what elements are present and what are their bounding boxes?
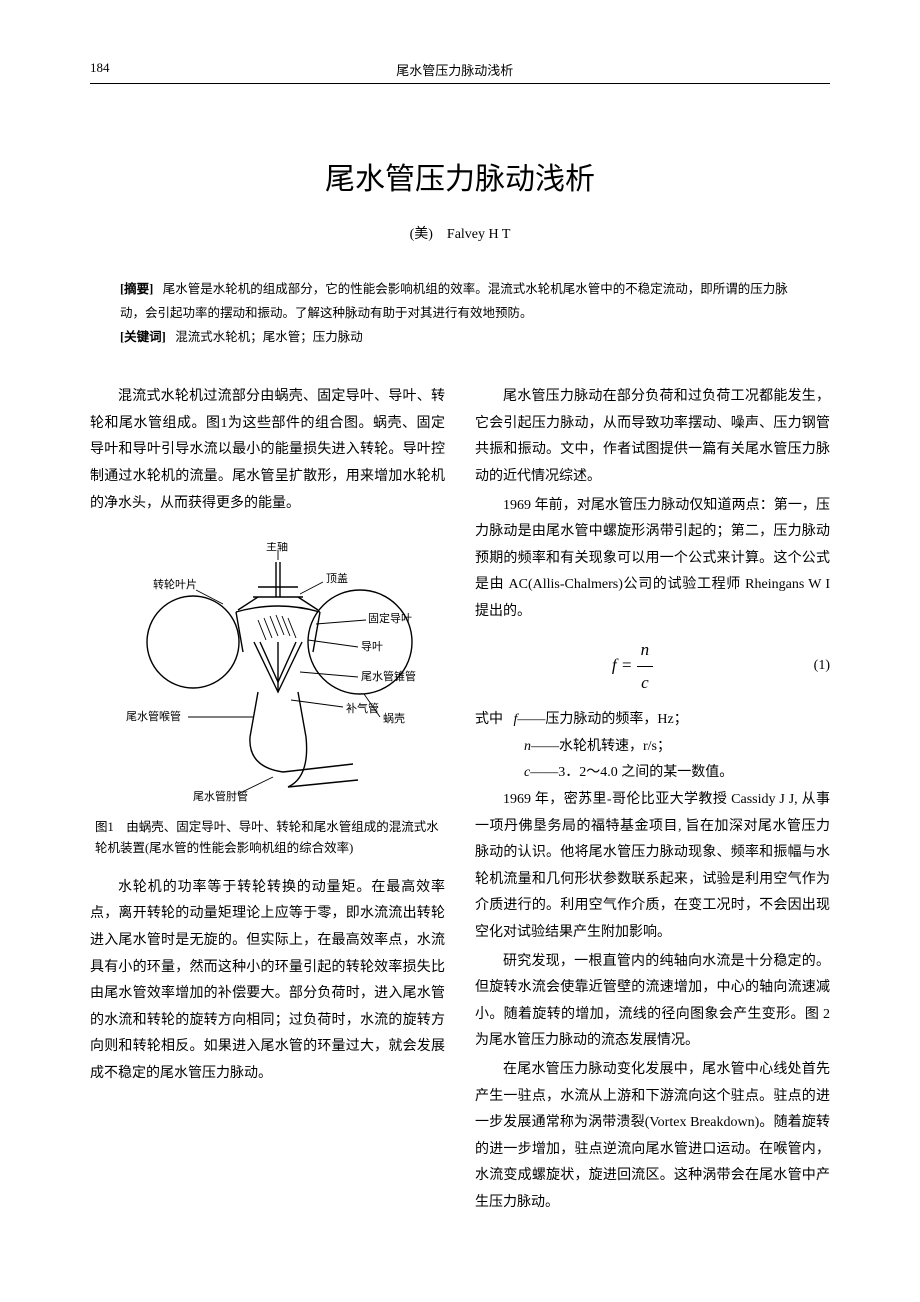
keywords-row: [关键词] 混流式水轮机；尾水管；压力脉动 xyxy=(120,326,800,350)
author-line: (美) Falvey H T xyxy=(90,223,830,243)
lbl-main-shaft: 主轴 xyxy=(266,542,288,553)
lbl-guide-vane: 导叶 xyxy=(361,640,383,653)
running-title: 尾水管压力脉动浅析 xyxy=(396,60,513,79)
lbl-stay-vane: 固定导叶 xyxy=(368,611,412,625)
author-name: Falvey H T xyxy=(447,227,511,242)
author-country: (美) xyxy=(410,227,433,242)
right-p4: 研究发现，一根直管内的纯轴向水流是十分稳定的。但旋转水流会使靠近管壁的流速增加，… xyxy=(475,949,830,1055)
lbl-spiral-case: 蜗壳 xyxy=(383,711,405,725)
keywords-text: 混流式水轮机；尾水管；压力脉动 xyxy=(175,330,363,344)
running-header: 184 尾水管压力脉动浅析 xyxy=(90,60,830,84)
right-p3: 1969 年，密苏里-哥伦比亚大学教授 Cassidy J J, 从事一项丹佛垦… xyxy=(475,787,830,947)
lbl-elbow: 尾水管肘管 xyxy=(193,789,248,802)
def-n: n——水轮机转速，r/s； xyxy=(475,734,830,761)
right-p5: 在尾水管压力脉动变化发展中，尾水管中心线处首先产生一驻点，水流从上游和下游流向这… xyxy=(475,1057,830,1217)
eq-den: c xyxy=(637,667,654,699)
abstract-text: 尾水管是水轮机的组成部分，它的性能会影响机组的效率。混流式水轮机尾水管中的不稳定… xyxy=(120,282,788,320)
eq-num: n xyxy=(637,634,654,667)
left-p1: 混流式水轮机过流部分由蜗壳、固定导叶、导叶、转轮和尾水管组成。图1为这些部件的组… xyxy=(90,384,445,517)
eq-fraction: n c xyxy=(637,634,654,700)
abstract-label: [摘要] xyxy=(120,282,153,296)
eq-lhs: f xyxy=(612,655,617,674)
turbine-diagram: 主轴 转轮叶片 顶盖 固定导叶 导叶 尾水管锥管 补气管 蜗壳 尾水管喉管 尾水… xyxy=(108,542,428,802)
keywords-label: [关键词] xyxy=(120,330,166,344)
lbl-cone: 尾水管锥管 xyxy=(361,669,416,683)
figure-1-caption: 图1 由蜗壳、固定导叶、导叶、转轮和尾水管组成的混流式水轮机装置(尾水管的性能会… xyxy=(90,817,445,860)
abstract-row: [摘要] 尾水管是水轮机的组成部分，它的性能会影响机组的效率。混流式水轮机尾水管… xyxy=(120,278,800,326)
left-column: 混流式水轮机过流部分由蜗壳、固定导叶、导叶、转轮和尾水管组成。图1为这些部件的组… xyxy=(90,384,445,1218)
right-p2: 1969 年前，对尾水管压力脉动仅知道两点：第一，压力脉动是由尾水管中螺旋形涡带… xyxy=(475,493,830,626)
equation-1-body: f = n c xyxy=(475,634,790,700)
variable-definitions: 式中 f——压力脉动的频率，Hz； n——水轮机转速，r/s； c——3．2～4… xyxy=(475,707,830,787)
equation-1: f = n c (1) xyxy=(475,634,830,700)
lbl-runner-blade: 转轮叶片 xyxy=(153,577,197,591)
page-number: 184 xyxy=(90,60,110,79)
right-p1: 尾水管压力脉动在部分负荷和过负荷工况都能发生，它会引起压力脉动，从而导致功率摆动… xyxy=(475,384,830,490)
def-intro: 式中 f——压力脉动的频率，Hz； xyxy=(475,707,830,734)
def-c: c——3．2～4.0 之间的某一数值。 xyxy=(475,760,830,787)
abstract-block: [摘要] 尾水管是水轮机的组成部分，它的性能会影响机组的效率。混流式水轮机尾水管… xyxy=(120,278,800,349)
article-title: 尾水管压力脉动浅析 xyxy=(90,154,830,198)
lbl-throat: 尾水管喉管 xyxy=(126,709,181,723)
left-p2: 水轮机的功率等于转轮转换的动量矩。在最高效率点，离开转轮的动量矩理论上应等于零，… xyxy=(90,875,445,1088)
equation-1-number: (1) xyxy=(790,653,830,680)
body-columns: 混流式水轮机过流部分由蜗壳、固定导叶、导叶、转轮和尾水管组成。图1为这些部件的组… xyxy=(90,384,830,1218)
right-column: 尾水管压力脉动在部分负荷和过负荷工况都能发生，它会引起压力脉动，从而导致功率摆动… xyxy=(475,384,830,1218)
figure-1: 主轴 转轮叶片 顶盖 固定导叶 导叶 尾水管锥管 补气管 蜗壳 尾水管喉管 尾水… xyxy=(90,542,445,860)
lbl-air-pipe: 补气管 xyxy=(346,701,379,715)
def-f-text: ——压力脉动的频率，Hz； xyxy=(517,712,687,727)
lbl-top-cover: 顶盖 xyxy=(326,571,348,585)
